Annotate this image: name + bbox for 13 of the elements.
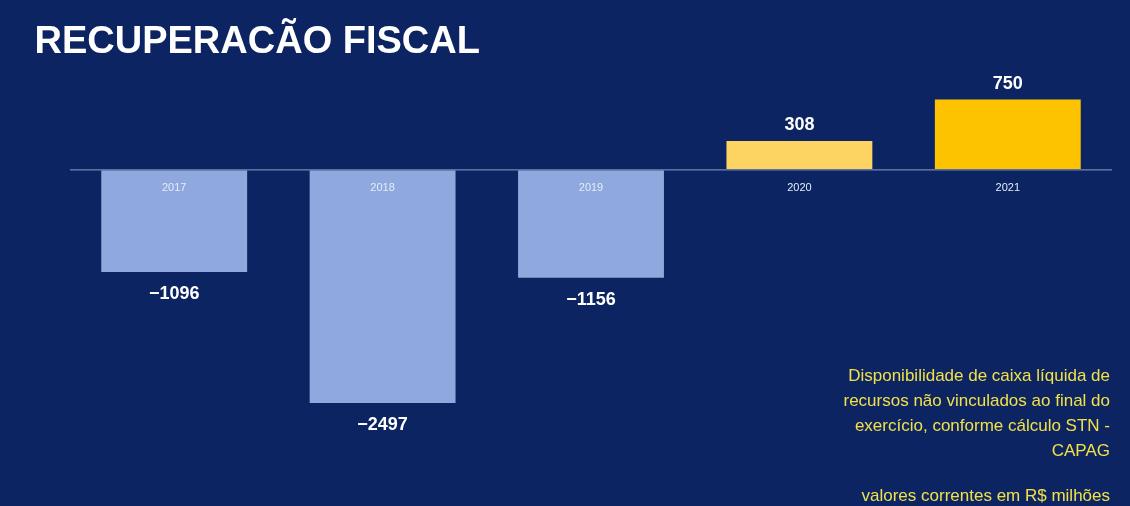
x-tick-label: 2021 xyxy=(995,180,1021,193)
annotation: Disponibilidade de caixa líquida de recursos não vinculados ao final do exercício, conforme cálculo STN - CAPAG xyxy=(843,366,1110,460)
data-label: −2497 xyxy=(357,414,408,435)
x-tick-label: 2019 xyxy=(578,180,604,193)
data-label: −1096 xyxy=(148,283,200,304)
x-tick-label: 2020 xyxy=(787,180,812,193)
text: valores correntes em R$ milhões xyxy=(861,486,1110,505)
data-label: 750 xyxy=(992,72,1023,93)
data-label: −1156 xyxy=(566,288,616,309)
x-tick-label: 2017 xyxy=(161,180,187,193)
data-label: 308 xyxy=(784,113,815,134)
x-tick-label: 2018 xyxy=(370,180,395,193)
chart-title: RECUPERACÃO FISCAL xyxy=(34,17,480,61)
